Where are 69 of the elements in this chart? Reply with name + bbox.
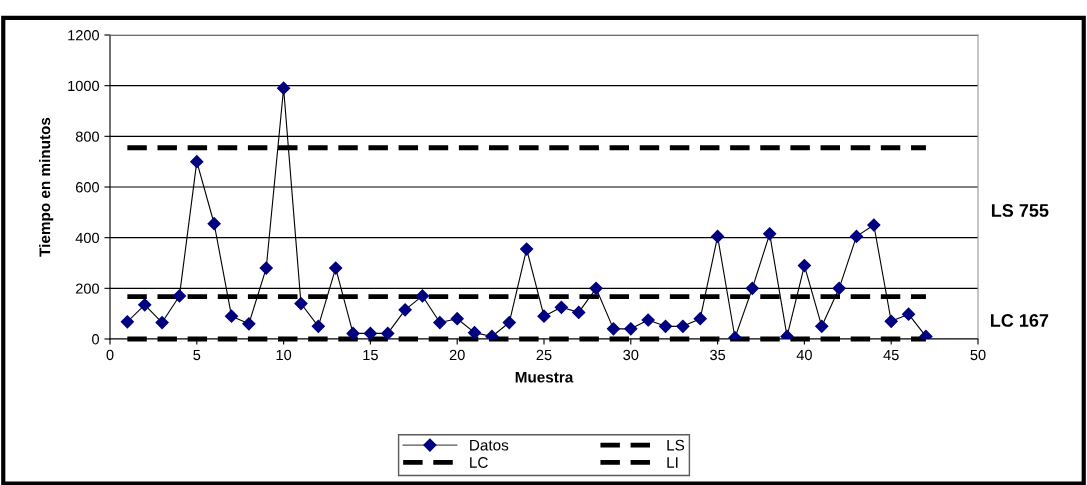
point: [259, 261, 273, 275]
point: [884, 314, 898, 328]
point: [624, 322, 638, 336]
point: [763, 227, 777, 241]
y-tick-label: 400: [75, 232, 100, 244]
x-axis-title: Muestra: [515, 371, 574, 383]
point: [867, 218, 881, 232]
point: [172, 289, 187, 303]
point: [606, 322, 621, 336]
x-tick-label: 10: [276, 349, 292, 361]
y-tick-label: 1000: [68, 80, 100, 92]
text: LS 755: [991, 204, 1049, 217]
point: [554, 300, 568, 314]
legend-label: Datos: [470, 439, 509, 451]
point: [207, 217, 221, 231]
y-tick-label: 800: [75, 131, 100, 142]
point: [398, 303, 412, 317]
point: [693, 312, 707, 326]
point: [901, 307, 916, 321]
point: [138, 298, 152, 312]
x-tick-label: 20: [449, 349, 465, 361]
x-tick-label: 45: [883, 349, 899, 361]
point: [190, 155, 204, 169]
x-tick-label: 15: [363, 349, 378, 361]
x-tick-label: 40: [796, 349, 812, 361]
text: LC 167: [990, 314, 1049, 327]
y-tick-label: 200: [75, 283, 100, 294]
y-tick-label: 1200: [68, 30, 100, 41]
y-tick-label: 600: [75, 182, 100, 193]
point: [329, 261, 343, 275]
y-tick-label: 0: [92, 334, 100, 345]
point: [589, 281, 603, 295]
point: [311, 319, 325, 333]
point: [815, 319, 829, 333]
point: [572, 305, 586, 319]
x-tick-label: 35: [710, 349, 726, 361]
point: [520, 242, 534, 256]
point: [224, 309, 239, 323]
point: [120, 315, 134, 329]
point: [415, 289, 430, 303]
point: [294, 296, 308, 311]
point: [467, 326, 482, 339]
point: [242, 317, 256, 331]
x-tick-label: 50: [970, 349, 986, 361]
point: [346, 326, 360, 339]
point: [641, 313, 655, 327]
point: [745, 281, 759, 295]
legend-label: LI: [667, 457, 678, 468]
point: [363, 326, 377, 339]
point: [381, 326, 395, 339]
point: [450, 312, 464, 326]
point: [832, 281, 846, 295]
x-tick-label: 30: [623, 349, 639, 361]
point: [502, 315, 516, 330]
point: [658, 319, 673, 333]
y-axis-title: Tiempo en minutos: [39, 117, 54, 257]
point: [849, 229, 864, 243]
point: [797, 258, 811, 273]
point: [676, 319, 690, 333]
point: [711, 229, 725, 243]
point: [155, 315, 169, 330]
x-tick-label: 5: [193, 349, 201, 361]
x-tick-label: 0: [106, 349, 114, 361]
point: [537, 309, 551, 323]
legend-label: LS: [667, 439, 685, 451]
legend-label: LC: [470, 457, 488, 468]
point: [433, 315, 447, 330]
x-tick-label: 25: [536, 349, 552, 361]
point: [277, 81, 291, 95]
